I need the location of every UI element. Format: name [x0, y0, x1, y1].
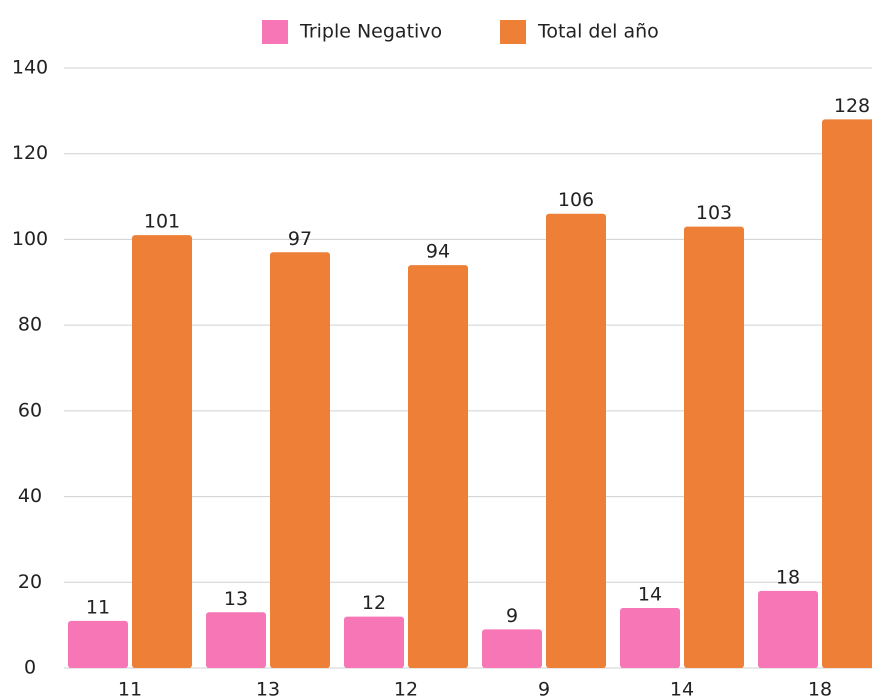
data-label: 11 — [86, 596, 110, 618]
x-tick-label: 12 — [394, 679, 418, 698]
data-label: 18 — [776, 566, 800, 588]
data-label: 94 — [426, 241, 450, 263]
data-label: 106 — [558, 189, 594, 211]
data-label: 101 — [144, 211, 180, 233]
data-label: 103 — [696, 202, 732, 224]
x-tick-label: 18 — [808, 679, 832, 698]
bar — [822, 119, 872, 668]
y-tick-label: 20 — [18, 571, 42, 593]
y-tick-label: 0 — [24, 657, 36, 679]
bar — [546, 213, 606, 668]
bar — [132, 235, 192, 668]
y-tick-label: 60 — [18, 399, 42, 421]
x-tick-label: 14 — [670, 679, 694, 698]
bar — [344, 616, 404, 668]
data-label: 14 — [638, 584, 662, 606]
legend-label: Triple Negativo — [299, 21, 442, 43]
bar — [620, 608, 680, 668]
y-tick-label: 140 — [12, 57, 48, 79]
x-tick-label: 13 — [256, 679, 280, 698]
legend-label: Total del año — [537, 21, 659, 43]
y-tick-label: 100 — [12, 228, 48, 250]
y-tick-label: 40 — [18, 485, 42, 507]
bar — [408, 265, 468, 668]
bar — [68, 620, 128, 668]
legend-swatch — [500, 20, 526, 44]
data-label: 13 — [224, 588, 248, 610]
data-label: 97 — [288, 228, 312, 250]
y-tick-label: 120 — [12, 142, 48, 164]
bar — [758, 590, 818, 668]
plot-area: 0 20 40 60 80 100 120 140 Triple Negativo Total d… — [12, 20, 872, 698]
bar — [270, 252, 330, 669]
data-label: 128 — [834, 95, 870, 117]
x-tick-label: 11 — [118, 679, 142, 698]
x-tick-label: 9 — [538, 679, 550, 698]
data-label: 9 — [506, 605, 518, 627]
legend-swatch — [262, 20, 288, 44]
bar — [482, 629, 542, 668]
y-tick-label: 80 — [18, 314, 42, 336]
data-label: 12 — [362, 592, 386, 614]
bar — [206, 612, 266, 668]
bar — [684, 226, 744, 669]
